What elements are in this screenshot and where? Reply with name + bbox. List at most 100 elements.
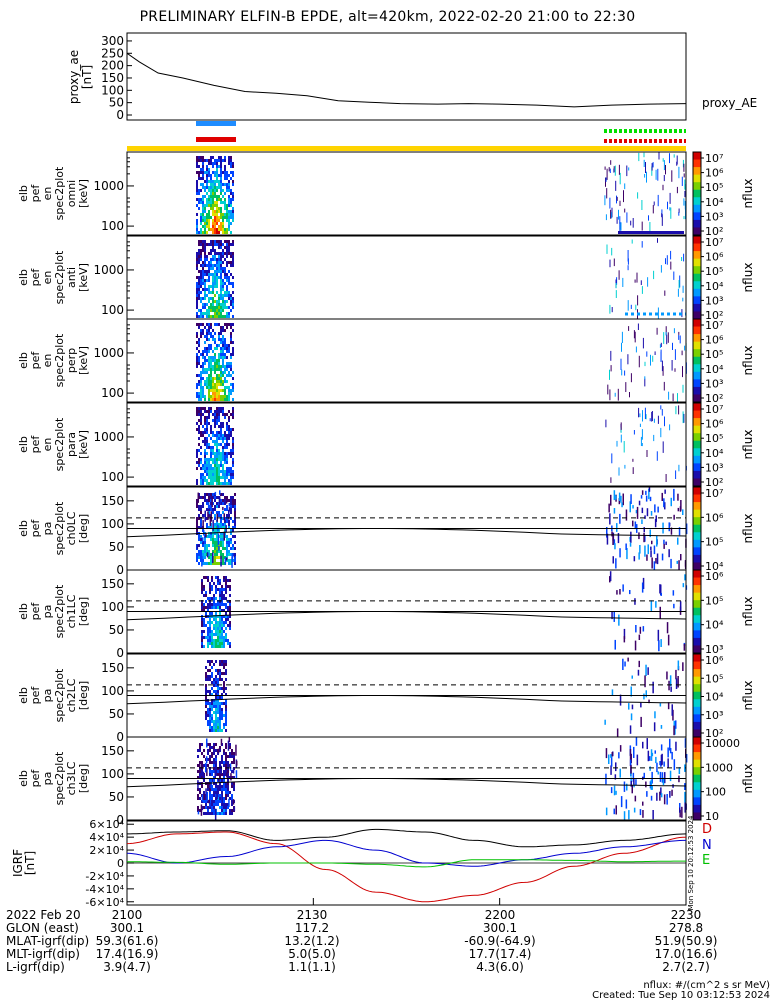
spectrogram-pixel xyxy=(613,508,616,514)
spectrogram-pixel xyxy=(611,531,613,537)
spectrogram-pixel xyxy=(210,315,212,318)
spectrogram-pixel xyxy=(211,672,213,675)
spectrogram-pixel xyxy=(644,361,646,367)
ephemeris-value: 117.2 xyxy=(295,921,329,935)
colorbar-tick-label: 10⁴ xyxy=(705,363,724,376)
spectrogram-pixel xyxy=(208,261,210,264)
pa-ytick-label: 100 xyxy=(101,600,124,614)
spectrogram-pixel xyxy=(225,615,227,618)
colorbar-swatch xyxy=(693,266,701,271)
energy-ytick-label: 1000 xyxy=(93,346,124,360)
spectrogram-pixel xyxy=(231,782,233,785)
spectrogram-pixel xyxy=(675,669,677,680)
spectrogram-pixel xyxy=(232,210,234,213)
spectrogram-pixel xyxy=(223,770,225,773)
spectrogram-pixel xyxy=(198,288,200,291)
spectrogram-pixel xyxy=(230,162,232,165)
spectrogram-pixel xyxy=(230,365,232,368)
spectrogram-pixel xyxy=(684,764,686,772)
spectrogram-pixel xyxy=(220,285,222,288)
spectrogram-pixel xyxy=(201,639,203,642)
colorbar-swatch xyxy=(693,368,701,373)
spectrogram-pixel xyxy=(204,291,206,294)
spectrogram-pixel xyxy=(221,758,223,761)
spectrogram-pixel xyxy=(218,255,220,258)
spectrogram-pixel xyxy=(625,382,627,392)
spectrogram-pixel xyxy=(221,639,223,642)
spectrogram-pixel xyxy=(623,628,626,639)
spectrogram-pixel xyxy=(231,770,233,773)
spectrogram-pixel xyxy=(629,749,632,757)
spectrogram-pixel xyxy=(629,392,630,398)
spectrogram-pixel xyxy=(206,508,208,511)
spectrogram-pixel xyxy=(201,618,203,621)
spectrogram-pixel xyxy=(219,726,221,729)
spectrogram-pixel xyxy=(609,259,611,268)
spectrogram-pixel xyxy=(213,582,215,585)
spectrogram-pixel xyxy=(224,413,226,416)
spectrogram-pixel xyxy=(215,630,217,633)
spectrogram-pixel xyxy=(210,368,212,371)
spectrogram-pixel xyxy=(206,273,208,276)
spectrogram-pixel xyxy=(208,356,210,359)
spectrogram-pixel xyxy=(199,788,201,791)
colorbar-swatch xyxy=(693,197,701,202)
spectrogram-pixel xyxy=(615,290,617,298)
spectrogram-pixel xyxy=(211,666,213,669)
spectrogram-pixel xyxy=(216,252,218,255)
colorbar-swatch xyxy=(693,725,701,730)
colorbar-swatch xyxy=(693,630,701,635)
spectrogram-pixel xyxy=(229,612,231,615)
spectrogram-pixel xyxy=(225,627,227,630)
spectrogram-pixel xyxy=(225,633,227,636)
spectrogram-pixel xyxy=(650,779,652,790)
colorbar-swatch xyxy=(693,498,701,503)
spectrogram-pixel xyxy=(667,702,670,710)
spectrogram-pixel xyxy=(232,476,234,479)
spectrogram-pixel xyxy=(615,790,617,795)
energy-ytick-label: 1000 xyxy=(93,263,124,277)
spectrogram-pixel xyxy=(196,482,198,485)
ephemeris-value: 2200 xyxy=(485,908,516,922)
spectrogram-pixel xyxy=(200,550,202,553)
spectrogram-pixel xyxy=(196,553,198,556)
spectrogram-pixel xyxy=(677,507,680,512)
spectrogram-pixel xyxy=(677,660,680,670)
spectrogram-pixel xyxy=(204,347,206,350)
spectrogram-pixel xyxy=(206,183,208,186)
spectrogram-pixel xyxy=(210,556,212,559)
spectrogram-pixel xyxy=(220,174,222,177)
spectrogram-pixel xyxy=(201,767,203,770)
spectrogram-pixel xyxy=(656,535,658,547)
spectrogram-pixel xyxy=(646,508,649,517)
spectrogram-pixel xyxy=(204,499,206,502)
spectrogram-pixel xyxy=(206,523,208,526)
colorbar-tick-label: 10³ xyxy=(705,643,723,656)
spectrogram-pixel xyxy=(216,213,218,216)
colorbar-swatch xyxy=(693,204,701,210)
spectrogram-pixel xyxy=(218,359,220,362)
spectrogram-pixel xyxy=(210,303,212,306)
spectrogram-pixel xyxy=(219,797,221,800)
spectrogram-pixel xyxy=(211,702,213,705)
spectrogram-pixel xyxy=(209,806,211,809)
spectrogram-pixel xyxy=(204,294,206,297)
spectrogram-pixel xyxy=(619,216,621,224)
spectrogram-pixel xyxy=(210,479,212,482)
spectrogram-pixel xyxy=(232,306,234,309)
spectrogram-pixel xyxy=(200,482,202,485)
spectrogram-pixel xyxy=(219,597,221,600)
spectrogram-pixel xyxy=(217,627,219,630)
spectrogram-pixel xyxy=(679,809,681,818)
spectrogram-pixel xyxy=(210,377,212,380)
spectrogram-pixel xyxy=(222,338,224,341)
spectrogram-pixel xyxy=(212,162,214,165)
panel-ylabel: elb xyxy=(17,269,30,286)
spectrogram-pixel xyxy=(220,347,222,350)
colorbar-swatch xyxy=(693,349,701,354)
spectrogram-pixel xyxy=(208,219,210,222)
spectrogram-pixel xyxy=(209,770,211,773)
spectrogram-pixel xyxy=(672,590,675,596)
spectrogram-pixel xyxy=(212,192,214,195)
spectrogram-pixel xyxy=(217,645,219,648)
